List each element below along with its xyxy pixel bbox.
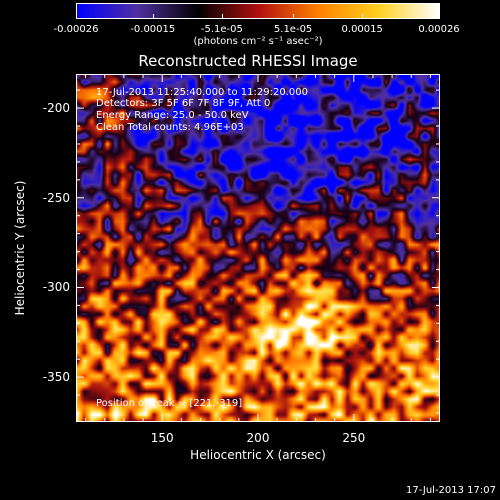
x-tick-label: 200 [246,431,270,445]
y-tick-label: -300 [42,280,70,295]
chart-title: Reconstructed RHESSI Image [138,52,358,70]
colorbar-tick [76,14,77,19]
colorbar-tick-label: 5.1e-05 [273,24,313,35]
x-tick-label: 150 [150,431,174,445]
colorbar-tick-label: 0.00026 [418,24,460,35]
colorbar-tick [221,14,223,19]
annotation-energy: Energy Range: 25.0 - 50.0 keV [96,110,249,121]
y-tick-label: -200 [42,101,70,116]
x-axis-label: Heliocentric X (arcsec) [190,448,326,462]
y-tick-label: -350 [42,370,70,385]
plot-area: 17-Jul-2013 11:25:40.000 to 11:29:20.000… [76,74,440,422]
colorbar-tick-label: -0.00026 [53,24,99,35]
colorbar-tick-label: -5.1e-05 [200,24,243,35]
colorbar-tick-label: -0.00015 [130,24,176,35]
colorbar-tick-label: 0.00015 [341,24,383,35]
colorbar [76,3,440,19]
annotation-detectors: Detectors: 3F 5F 6F 7F 8F 9F, Att 0 [96,98,271,109]
y-tick-label: -250 [42,190,70,205]
colorbar-tick [152,14,154,19]
annotation-clean: Clean Total counts: 4.96E+03 [96,122,244,133]
annotation-time-range: 17-Jul-2013 11:25:40.000 to 11:29:20.000 [96,87,308,98]
colorbar-tick [293,14,295,19]
x-tick-label: 250 [342,431,366,445]
colorbar-units: (photons cm⁻² s⁻¹ asec⁻²) [193,36,323,47]
plot-timestamp: 17-Jul-2013 17:07 [405,485,496,496]
colorbar-tick [439,14,440,19]
annotation-peak-position: Position of Peak = [221,-319] [96,398,243,409]
y-axis-label: Heliocentric Y (arcsec) [13,180,27,316]
colorbar-tick [362,14,364,19]
heatmap-image [76,74,440,422]
